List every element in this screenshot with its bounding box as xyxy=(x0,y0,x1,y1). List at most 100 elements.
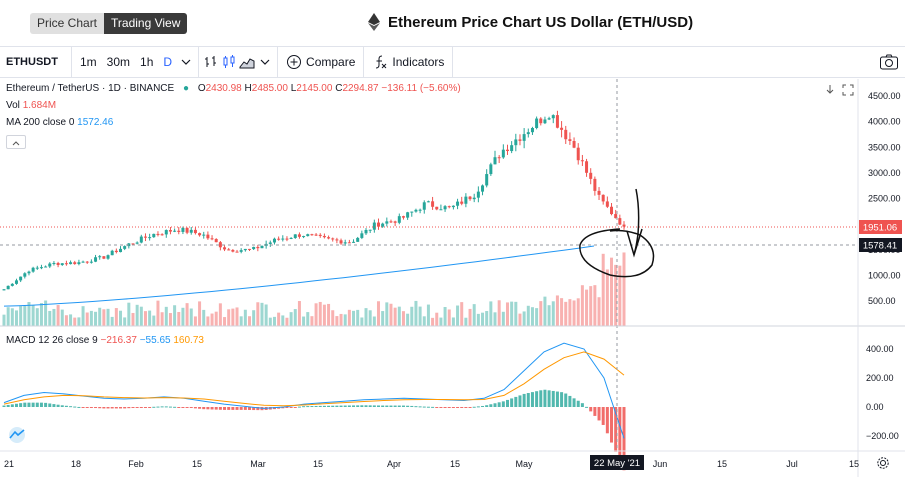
candle-body xyxy=(193,229,197,234)
candle-body xyxy=(381,223,385,227)
macd-hist-bar xyxy=(302,406,306,408)
volume-bar xyxy=(98,307,102,326)
volume-bar xyxy=(289,312,293,326)
volume-bar xyxy=(44,300,48,326)
macd-hist-bar xyxy=(568,395,572,407)
macd-hist-bar xyxy=(85,407,89,408)
open-value: 2430.98 xyxy=(205,83,242,94)
macd-hist-bar xyxy=(352,405,356,407)
candle-body xyxy=(164,230,168,235)
candle-body xyxy=(223,247,227,250)
compare-button[interactable]: Compare xyxy=(282,54,359,70)
candle-body xyxy=(69,262,73,265)
candle-body xyxy=(510,145,514,152)
bar-style-icon[interactable] xyxy=(203,54,219,70)
volume-bar xyxy=(156,300,160,326)
price-axis: 4500.004000.003500.003000.002500.002000.… xyxy=(868,91,901,306)
interval-d[interactable]: D xyxy=(163,55,173,69)
chart-mode-switch[interactable]: Price Chart Trading View xyxy=(30,13,188,34)
candle-body xyxy=(123,246,127,249)
candle-body xyxy=(268,242,272,244)
macd-hist-bar xyxy=(223,407,227,410)
volume-bar xyxy=(310,316,314,326)
tab-trading-view[interactable]: Trading View xyxy=(104,13,188,34)
macd-hist-bar xyxy=(560,392,564,407)
candle-body xyxy=(48,263,52,267)
candle-body xyxy=(555,115,559,128)
volume-bar xyxy=(131,312,135,326)
candle-body xyxy=(343,242,347,244)
camera-icon[interactable] xyxy=(879,53,899,71)
macd-hist-bar xyxy=(164,406,168,408)
candle-body xyxy=(148,237,152,239)
candle-style-icon[interactable] xyxy=(221,54,237,70)
volume-bar xyxy=(227,309,231,326)
chart-canvas[interactable]: 4500.004000.003500.003000.002500.002000.… xyxy=(0,79,905,477)
candle-body xyxy=(131,243,135,245)
high-label: H xyxy=(244,83,252,94)
macd-tick-label: 200.00 xyxy=(866,373,894,383)
candle-body xyxy=(593,178,597,191)
chevron-down-icon[interactable] xyxy=(257,54,273,70)
volume-bar xyxy=(293,309,297,326)
time-tick-label: 15 xyxy=(450,459,460,469)
macd-hist-bar xyxy=(514,396,518,407)
macd-hist-bar xyxy=(27,402,31,407)
chevron-down-icon[interactable] xyxy=(178,54,194,70)
ma-value: 1572.46 xyxy=(77,117,114,128)
macd-hist-bar xyxy=(468,407,472,408)
interval-1h[interactable]: 1h xyxy=(140,55,154,69)
volume-bar xyxy=(27,302,31,326)
macd-hist-bar xyxy=(555,391,559,407)
candle-body xyxy=(310,234,314,236)
fullscreen-icon[interactable] xyxy=(842,84,854,96)
volume-bar xyxy=(589,286,593,326)
legend-collapse-button[interactable] xyxy=(6,135,26,149)
symbol-search[interactable]: ETHUSDT xyxy=(0,47,72,77)
volume-bar xyxy=(510,301,514,326)
volume-bar xyxy=(268,317,272,326)
macd-hist-bar xyxy=(289,407,293,408)
candle-body xyxy=(572,140,576,148)
tab-price-chart[interactable]: Price Chart xyxy=(30,13,105,34)
volume-bar xyxy=(435,312,439,326)
price-tick-label: 3500.00 xyxy=(868,142,901,152)
volume-bar xyxy=(318,301,322,326)
candle-body xyxy=(551,115,555,119)
macd-hist-bar xyxy=(605,407,609,434)
macd-hist-bar xyxy=(476,406,480,408)
candle-body xyxy=(35,267,39,269)
macd-hist-bar xyxy=(218,407,222,410)
macd-hist-bar xyxy=(589,407,593,412)
macd-hist-bar xyxy=(77,406,81,408)
macd-hist-bar xyxy=(48,403,52,407)
macd-tick-label: −200.00 xyxy=(866,431,899,441)
macd-hist-bar xyxy=(139,407,143,408)
candle-body xyxy=(526,132,530,135)
macd-hist-bar xyxy=(505,399,509,407)
tradingview-logo-icon[interactable] xyxy=(6,427,28,443)
candle-body xyxy=(248,248,252,250)
candle-body xyxy=(285,238,289,240)
download-icon[interactable] xyxy=(824,84,836,96)
volume-bar xyxy=(260,302,264,326)
candle-body xyxy=(256,246,260,249)
macd-hist-bar xyxy=(114,407,118,409)
compare-group: Compare xyxy=(278,47,365,77)
candle-body xyxy=(239,250,243,252)
gear-icon[interactable] xyxy=(876,456,890,470)
indicators-button[interactable]: Indicators xyxy=(368,54,448,70)
candle-body xyxy=(177,230,181,232)
macd-hist-bar xyxy=(601,407,605,425)
macd-legend: MACD 12 26 close 9 −216.37 −55.65 160.73 xyxy=(6,335,204,346)
volume-bar xyxy=(530,307,534,326)
interval-1m[interactable]: 1m xyxy=(80,55,97,69)
area-style-icon[interactable] xyxy=(239,54,255,70)
candle-body xyxy=(60,263,64,266)
macd-hist-bar xyxy=(576,400,580,407)
macd-hist-bar xyxy=(530,392,534,407)
price-tick-label: 500.00 xyxy=(868,296,896,306)
chart-area[interactable]: 4500.004000.003500.003000.002500.002000.… xyxy=(0,79,905,477)
macd-hist-bar xyxy=(389,405,393,407)
interval-30m[interactable]: 30m xyxy=(106,55,131,69)
